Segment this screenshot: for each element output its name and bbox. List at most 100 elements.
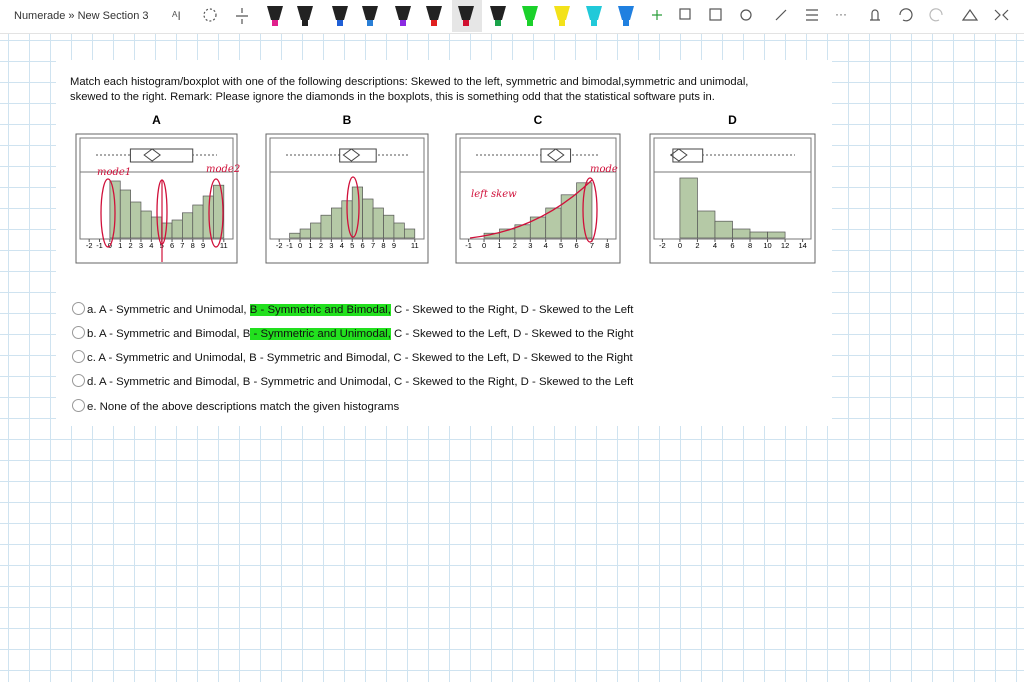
tick-label: 4 bbox=[713, 241, 717, 250]
histogram-bar bbox=[171, 219, 183, 239]
radio-button[interactable] bbox=[72, 326, 85, 339]
pen-icon bbox=[362, 6, 378, 20]
tick-label: 7 bbox=[180, 241, 184, 250]
toolbar-icons: ᴬI ··· bbox=[171, 0, 1009, 32]
handwritten-circle bbox=[582, 177, 598, 243]
answer-option[interactable]: b. A - Symmetric and Bimodal, B - Symmet… bbox=[72, 326, 633, 340]
option-letter: a. bbox=[87, 304, 97, 316]
answer-option[interactable]: d. A - Symmetric and Bimodal, B - Symmet… bbox=[72, 374, 633, 388]
histogram-bar bbox=[182, 212, 194, 239]
pen-tip bbox=[559, 20, 565, 26]
tick-label: -1 bbox=[96, 241, 103, 250]
tick-label: 5 bbox=[350, 241, 354, 250]
plot-frame bbox=[79, 137, 234, 240]
histogram-bar bbox=[119, 189, 131, 239]
histogram-bar bbox=[404, 228, 416, 239]
histogram-bar bbox=[767, 231, 786, 239]
tick-label: 8 bbox=[748, 241, 752, 250]
histogram-bar bbox=[393, 222, 405, 239]
question-line: Match each histogram/boxplot with one of… bbox=[70, 76, 749, 88]
histogram-bar bbox=[679, 177, 698, 239]
histogram-bar bbox=[192, 204, 204, 239]
pen-tip bbox=[591, 20, 597, 26]
pen-tip bbox=[495, 20, 501, 26]
radio-button[interactable] bbox=[72, 374, 85, 387]
diamond bbox=[342, 148, 361, 162]
box bbox=[540, 148, 572, 163]
tick-label: 2 bbox=[513, 241, 517, 250]
histogram-bar bbox=[372, 207, 384, 239]
answer-option[interactable]: c. A - Symmetric and Unimodal, B - Symme… bbox=[72, 350, 633, 364]
pen-tip bbox=[272, 20, 278, 26]
pen-icon bbox=[297, 6, 313, 20]
histogram-bar bbox=[202, 195, 214, 239]
tick-label: 4 bbox=[544, 241, 548, 250]
option-text: A - Symmetric and Unimodal, B - Symmetri… bbox=[98, 352, 633, 364]
histogram-bar bbox=[130, 201, 142, 239]
option-text: A - Symmetric and Bimodal, B - Symmetric… bbox=[99, 376, 634, 388]
tick-label: 8 bbox=[605, 241, 609, 250]
tick-label: 12 bbox=[781, 241, 789, 250]
toolbar: Numerade » New Section 3 ᴬI ··· bbox=[0, 0, 1024, 34]
histogram-bar bbox=[732, 228, 751, 239]
radio-button[interactable] bbox=[72, 302, 85, 315]
pen-icon bbox=[426, 6, 442, 20]
histogram-bar bbox=[320, 214, 332, 239]
pen-tip bbox=[337, 20, 343, 26]
radio-button[interactable] bbox=[72, 350, 85, 363]
question-text: Match each histogram/boxplot with one of… bbox=[70, 75, 830, 105]
tick-label: -2 bbox=[86, 241, 93, 250]
radio-button[interactable] bbox=[72, 399, 85, 412]
answer-option[interactable]: e. None of the above descriptions match … bbox=[72, 399, 399, 413]
tick-label: 7 bbox=[371, 241, 375, 250]
option-text: A - Symmetric and Unimodal, bbox=[99, 304, 250, 316]
highlighted-text: - Symmetric and Unimodal, bbox=[250, 328, 391, 340]
histogram-bar bbox=[289, 232, 301, 239]
tick-label: 9 bbox=[201, 241, 205, 250]
pen-tip bbox=[527, 20, 533, 26]
handwritten-circle bbox=[208, 178, 224, 248]
tick-label: 3 bbox=[329, 241, 333, 250]
tick-label: 2 bbox=[695, 241, 699, 250]
box bbox=[129, 148, 194, 163]
histogram-bar bbox=[383, 214, 395, 239]
tick-label: 8 bbox=[381, 241, 385, 250]
handwritten-note: mode1 bbox=[97, 167, 131, 178]
pen-icon bbox=[618, 6, 634, 20]
histogram-bar bbox=[714, 220, 733, 239]
option-letter: b. bbox=[87, 328, 97, 340]
pen-tip bbox=[302, 20, 308, 26]
tick-label: -2 bbox=[659, 241, 666, 250]
pen-tip bbox=[367, 20, 373, 26]
option-text: A - Symmetric and Bimodal, B bbox=[99, 328, 251, 340]
tick-label: 6 bbox=[170, 241, 174, 250]
handwritten-circle bbox=[346, 176, 360, 238]
tick-label: 1 bbox=[308, 241, 312, 250]
option-letter: d. bbox=[87, 376, 97, 388]
breadcrumb[interactable]: Numerade » New Section 3 bbox=[14, 10, 149, 22]
tick-label: 4 bbox=[149, 241, 153, 250]
histogram-bar bbox=[749, 231, 768, 239]
tick-label: 1 bbox=[118, 241, 122, 250]
tick-label: 1 bbox=[497, 241, 501, 250]
tick-label: 3 bbox=[139, 241, 143, 250]
tick-label: 3 bbox=[528, 241, 532, 250]
answer-option[interactable]: a. A - Symmetric and Unimodal, B - Symme… bbox=[72, 302, 633, 316]
histogram-bar bbox=[697, 210, 716, 239]
histogram-bar bbox=[560, 194, 577, 239]
tick-label: 11 bbox=[220, 241, 228, 250]
tick-label: 11 bbox=[411, 241, 419, 250]
tick-label: 2 bbox=[129, 241, 133, 250]
tick-label: 6 bbox=[361, 241, 365, 250]
pen-icon bbox=[395, 6, 411, 20]
pen-tip bbox=[623, 20, 629, 26]
pen-icon bbox=[332, 6, 348, 20]
diamond bbox=[670, 148, 688, 162]
tick-label: 0 bbox=[482, 241, 486, 250]
pen-tip bbox=[431, 20, 437, 26]
box bbox=[672, 148, 704, 163]
tick-label: -2 bbox=[276, 241, 283, 250]
tick-label: 4 bbox=[340, 241, 344, 250]
